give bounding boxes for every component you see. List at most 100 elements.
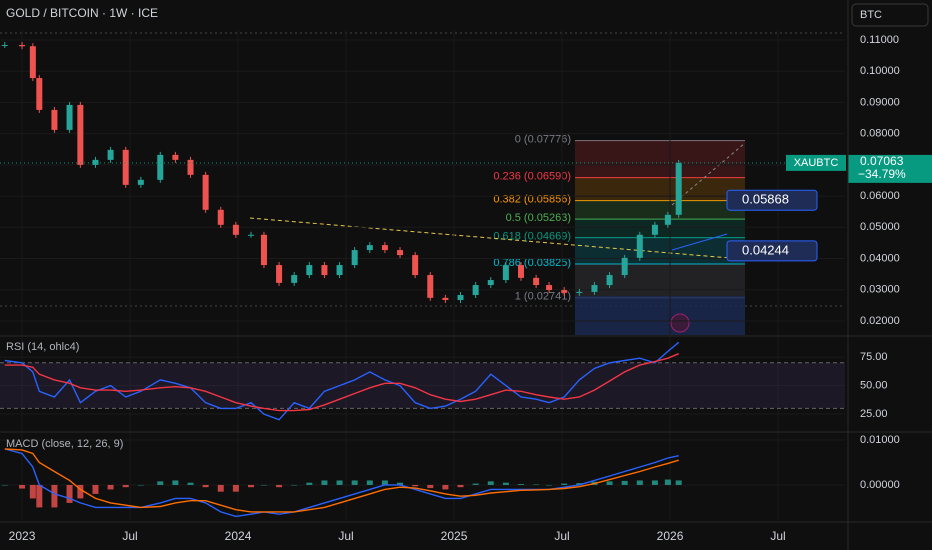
candle (591, 285, 598, 292)
candle (157, 154, 164, 180)
histogram-bar (336, 480, 343, 485)
y-tick-label: 0.00000 (860, 479, 900, 491)
callout-pointer (671, 233, 728, 251)
y-tick-label: 0.11000 (860, 34, 899, 46)
candle (137, 179, 144, 185)
candle (247, 234, 254, 236)
candle (202, 174, 209, 210)
candle (502, 265, 509, 281)
candle (427, 275, 434, 298)
x-tick-label: Jul (554, 529, 569, 543)
currency[interactable]: BTC (860, 9, 882, 21)
macd-title: MACD (close, 12, 26, 9) (6, 438, 123, 450)
candle (561, 290, 568, 293)
price-tag-change: −34.79% (858, 167, 906, 181)
symbol-tag-text: XAUBTC (794, 157, 839, 169)
candle (412, 255, 419, 276)
fib-band (575, 263, 745, 298)
y-tick-label: 75.00 (860, 351, 888, 363)
histogram-bar (351, 480, 358, 485)
callout (726, 189, 818, 211)
fib-label: 0.5 (0.05263) (506, 212, 571, 224)
callout (726, 240, 818, 262)
fib-label: 0.786 (0.03825) (493, 257, 571, 269)
histogram-bar (202, 484, 209, 488)
histogram-bar (472, 483, 479, 485)
currency-button[interactable] (851, 3, 929, 27)
histogram-bar (217, 484, 224, 492)
series-line (4, 448, 679, 513)
candle (172, 154, 179, 160)
candle (336, 265, 343, 276)
histogram-bar (546, 484, 553, 486)
y-tick-label: 0.08000 (860, 128, 900, 140)
fib-label: 0.618 (0.04669) (493, 231, 571, 243)
y-tick-label: 0.04000 (860, 252, 900, 264)
histogram-bar (291, 484, 298, 486)
y-tick-label: 0.10000 (860, 65, 900, 77)
price-tag-value: 0.07063 (860, 154, 904, 168)
histogram-bar (675, 480, 682, 485)
histogram-bar (107, 484, 114, 490)
x-tick-label: 2023 (9, 529, 36, 543)
histogram-bar (412, 484, 419, 487)
fib-band (575, 177, 745, 201)
histogram-bar (66, 484, 73, 503)
candle (606, 275, 613, 286)
histogram-bar (321, 480, 328, 485)
candle (232, 224, 239, 235)
histogram-bar (172, 480, 179, 485)
candle (636, 234, 643, 258)
fib-label: 1 (0.02741) (515, 291, 571, 303)
histogram-bar (651, 480, 658, 485)
histogram-bar (247, 484, 254, 488)
candle (576, 291, 583, 293)
histogram-bar (36, 484, 43, 508)
x-tick-label: Jul (338, 529, 353, 543)
histogram-bar (51, 484, 58, 508)
candle (651, 224, 658, 235)
histogram-bar (122, 484, 129, 488)
y-tick-label: 0.09000 (860, 96, 900, 108)
candle (457, 295, 464, 301)
symbol-tag (786, 154, 846, 171)
fib-label: 0.236 (0.06590) (493, 171, 571, 183)
fib-label: 0.382 (0.05856) (493, 193, 571, 205)
callout-text: 0.04244 (742, 242, 789, 257)
x-tick-label: 2025 (441, 529, 468, 543)
candle (621, 257, 628, 276)
x-tick-label: 2026 (657, 529, 684, 543)
histogram-bar (92, 484, 99, 494)
histogram-bar (366, 480, 373, 485)
candle (66, 104, 73, 130)
rsi-band (0, 362, 845, 409)
histogram-bar (29, 484, 36, 499)
candle (276, 265, 283, 283)
histogram-bar (260, 484, 267, 486)
x-tick-label: 2024 (225, 529, 252, 543)
histogram-bar (664, 479, 671, 485)
histogram-bar (187, 482, 194, 485)
x-tick-label: Jul (122, 529, 137, 543)
histogram-bar (137, 484, 144, 486)
candle (546, 285, 553, 291)
fib-band (575, 237, 745, 264)
candle (472, 285, 479, 296)
candle (306, 265, 313, 276)
candle (675, 162, 682, 215)
candle (351, 250, 358, 266)
histogram-bar (19, 484, 26, 489)
candle (122, 149, 129, 185)
event-icon[interactable] (670, 313, 690, 333)
candle (19, 44, 26, 47)
candle (217, 209, 224, 225)
candle (517, 265, 524, 278)
price-tag (848, 154, 932, 183)
candle (397, 250, 404, 256)
y-tick-label: 0.03000 (860, 284, 900, 296)
projection (671, 142, 746, 206)
histogram-bar (276, 484, 283, 488)
candle (487, 280, 494, 286)
histogram-bar (487, 481, 494, 485)
